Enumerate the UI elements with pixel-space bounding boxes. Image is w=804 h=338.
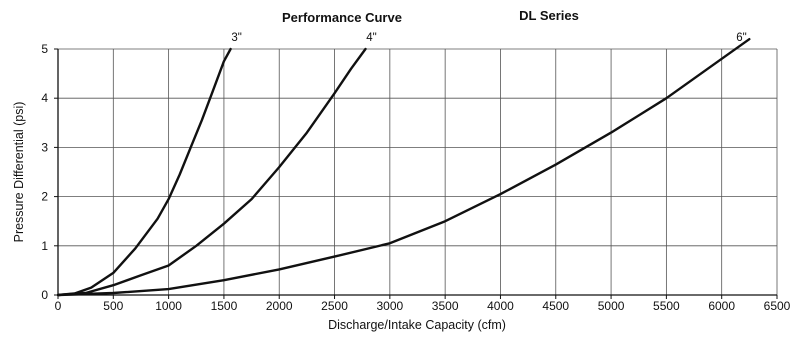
x-tick-label: 4500 — [542, 299, 569, 313]
y-tick-label: 5 — [41, 42, 48, 56]
series-group — [56, 38, 751, 297]
x-axis-label: Discharge/Intake Capacity (cfm) — [328, 318, 506, 332]
x-tick-label: 3500 — [432, 299, 459, 313]
grid-lines — [58, 48, 778, 295]
series-label-1: 3" — [231, 32, 241, 44]
series-line-1 — [56, 47, 232, 297]
x-tick-label: 6500 — [764, 299, 791, 313]
y-tick-label: 4 — [41, 91, 48, 105]
x-tick-label: 4000 — [487, 299, 514, 313]
series-line-3 — [56, 38, 751, 297]
y-tick-label: 1 — [41, 239, 48, 253]
series-line-2 — [56, 47, 367, 297]
x-tick-label: 2500 — [321, 299, 348, 313]
axes-group: 0 500 1000 1500 2000 2500 3000 3500 4000 4500 5000… — [41, 32, 790, 313]
y-tick-label: 2 — [41, 190, 48, 204]
y-axis-label: Pressure Differential (psi) — [12, 102, 26, 243]
labels-group: Performance Curve DL Series Discharge/In… — [12, 8, 579, 332]
series-label-2: 4" — [366, 32, 376, 44]
x-tick-label: 1500 — [211, 299, 238, 313]
y-tick-label: 0 — [41, 288, 48, 302]
y-tick-label: 3 — [41, 140, 48, 154]
x-tick-label: 5000 — [598, 299, 625, 313]
chart-title: Performance Curve — [282, 10, 402, 25]
x-tick-label: 6000 — [708, 299, 735, 313]
x-tick-label: 0 — [55, 299, 62, 313]
x-tick-label: 1000 — [155, 299, 182, 313]
x-tick-label: 2000 — [266, 299, 293, 313]
x-tick-label: 5500 — [653, 299, 680, 313]
x-tick-label: 500 — [103, 299, 123, 313]
chart-subtitle: DL Series — [519, 8, 579, 23]
series-label-3: 6" — [736, 32, 746, 44]
x-tick-label: 3000 — [376, 299, 403, 313]
